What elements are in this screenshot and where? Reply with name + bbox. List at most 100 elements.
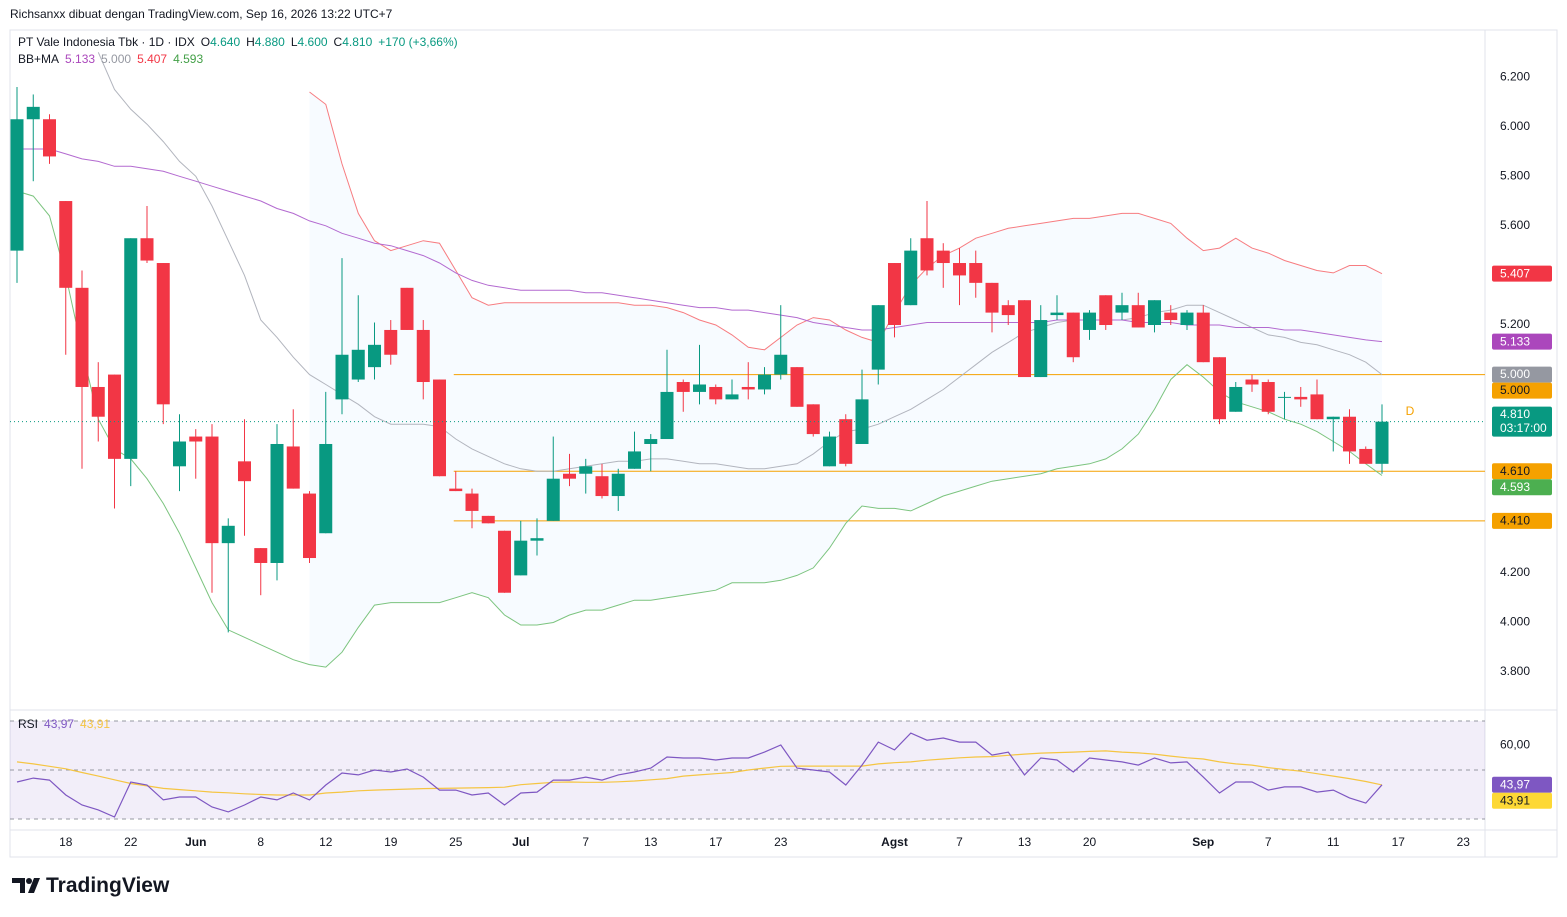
candle-body <box>286 446 300 489</box>
rsi-legend: RSI 43,97 43,91 <box>18 717 116 734</box>
legend-value: 4.640 <box>210 35 241 49</box>
legend-item: 5.133 <box>65 52 95 66</box>
candle-body <box>969 263 983 283</box>
candle-body <box>790 367 804 407</box>
candle-body <box>1359 448 1373 464</box>
legend-item: 43,91 <box>80 717 110 731</box>
candle-body <box>1001 305 1015 316</box>
y-tick-label: 5.200 <box>1500 317 1530 331</box>
candle-body <box>546 478 560 521</box>
candle-body <box>953 263 966 276</box>
y-tick-label: 6.200 <box>1500 69 1530 83</box>
y-tick-label: 4.200 <box>1500 565 1530 579</box>
candle-body <box>270 443 284 563</box>
x-tick-label: 23 <box>774 835 788 849</box>
x-tick-label: 11 <box>1327 835 1340 849</box>
candle-body <box>75 287 89 387</box>
x-tick-label: 17 <box>1392 835 1406 849</box>
price-tag <box>1492 792 1552 809</box>
price-tag-label: 4.610 <box>1500 464 1530 478</box>
candle-body <box>660 391 674 440</box>
candle-body <box>1326 416 1340 420</box>
x-tick-label: 13 <box>644 835 658 849</box>
candle-body <box>611 473 625 497</box>
price-tag-label: 4.593 <box>1500 480 1530 494</box>
candle-body <box>1196 312 1210 363</box>
candle-body <box>108 374 121 459</box>
candle-body <box>709 386 723 400</box>
candle-body <box>173 441 186 467</box>
candle-body <box>1066 312 1080 358</box>
candle-body <box>920 238 934 271</box>
price-tag-label: 5.000 <box>1500 383 1530 397</box>
logo-icon <box>12 878 40 893</box>
x-tick-label: 23 <box>1457 835 1471 849</box>
rsi-line <box>16 750 1383 796</box>
candle-body <box>335 354 349 400</box>
legend-row: RSI 43,97 43,91 <box>18 717 116 734</box>
x-tick-label: 7 <box>956 835 963 849</box>
candle-body <box>839 419 853 464</box>
price-tag-label: 4.410 <box>1500 514 1530 528</box>
price-tag <box>1492 406 1552 437</box>
candle-body <box>1375 421 1389 464</box>
event-marker: D <box>1406 404 1415 418</box>
candle-body <box>823 436 836 467</box>
candle-body <box>416 329 430 383</box>
candle-body <box>806 404 820 435</box>
header: Richsanxx dibuat dengan TradingView.com,… <box>10 7 393 21</box>
price-tag <box>1492 382 1552 399</box>
legend-item: +170 (+3,66%) <box>378 35 457 49</box>
candle-body <box>1343 416 1356 452</box>
logo: TradingView <box>12 874 169 898</box>
indicator-line <box>97 52 1383 472</box>
price-tag <box>1492 463 1552 480</box>
logo-text: TradingView <box>46 874 170 897</box>
price-tag-label: 5.000 <box>1500 367 1530 381</box>
candle-body <box>628 451 641 469</box>
candle-body <box>400 287 414 330</box>
price-tag <box>1492 265 1552 282</box>
candle-body <box>1034 320 1048 378</box>
candle-body <box>254 548 268 563</box>
candle-body <box>1083 312 1096 330</box>
candle-body <box>774 354 788 375</box>
legend-item: RSI <box>18 717 38 731</box>
candle-body <box>1131 305 1145 328</box>
x-tick-label: Jul <box>512 835 529 849</box>
candle-body <box>579 466 593 474</box>
x-tick-label: 12 <box>319 835 333 849</box>
candle-body <box>221 525 235 544</box>
candle-body <box>1278 396 1291 398</box>
candle-body <box>384 329 398 355</box>
candle-body <box>1148 300 1161 325</box>
legend-label: O <box>200 35 211 49</box>
candle-body <box>1115 305 1129 313</box>
price-tag <box>1492 333 1552 350</box>
legend-value: 43,91 <box>80 717 111 731</box>
legend-value: 5.000 <box>101 52 132 66</box>
candle-body <box>514 540 528 576</box>
candle-body <box>498 530 511 593</box>
legend-value: 4.600 <box>297 35 328 49</box>
x-tick-label: 8 <box>257 835 264 849</box>
y-tick-label: 5.800 <box>1500 168 1530 182</box>
legend-item: PT Vale Indonesia Tbk · 1D · IDX <box>18 35 195 49</box>
candle-body <box>140 238 154 261</box>
candle-body <box>43 119 56 157</box>
frame <box>9 29 1558 858</box>
price-pane: D <box>10 52 1485 668</box>
legend-item: L4.600 <box>291 35 328 49</box>
candle-body <box>1294 396 1308 400</box>
legend-value: 4.810 <box>342 35 373 49</box>
candle-body <box>91 386 105 417</box>
price-tag <box>1492 479 1552 496</box>
candle-body <box>189 436 203 442</box>
legend-label: PT Vale Indonesia Tbk · 1D · IDX <box>18 35 195 49</box>
candle-body <box>1310 394 1324 420</box>
y-tick-label: 5.600 <box>1500 218 1530 232</box>
legend-value: 4.593 <box>173 52 204 66</box>
price-tag-label: 5.407 <box>1500 266 1530 280</box>
candle-body <box>368 344 381 368</box>
legend-value: 5.133 <box>65 52 96 66</box>
